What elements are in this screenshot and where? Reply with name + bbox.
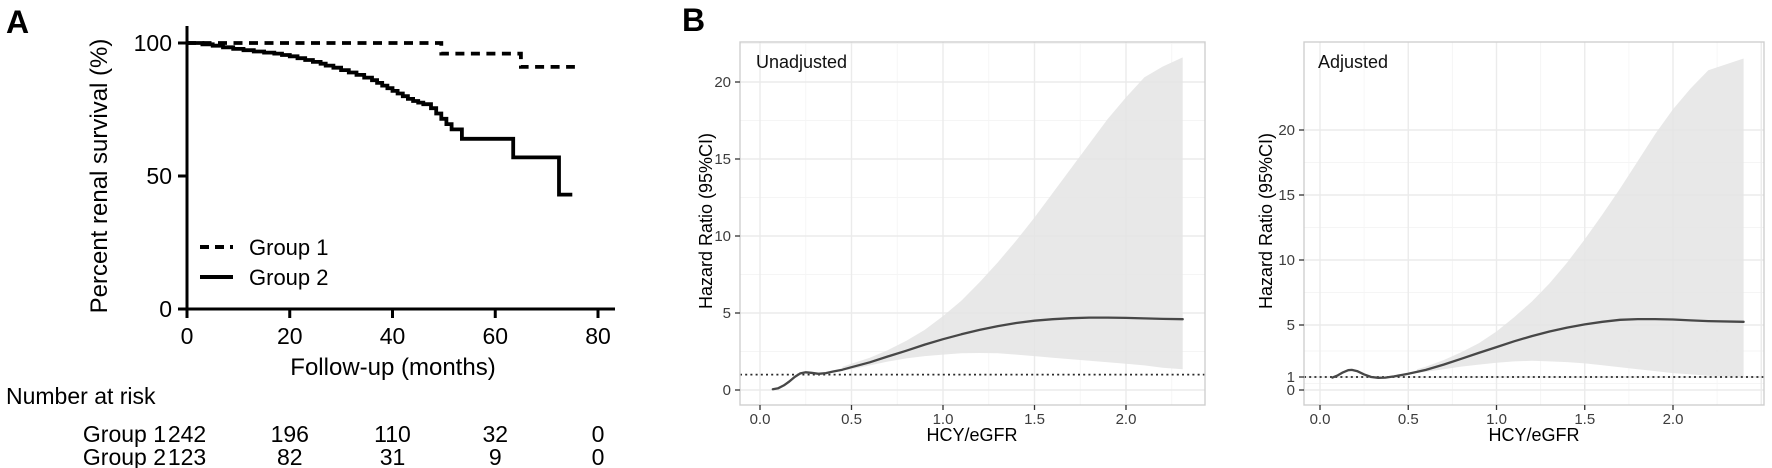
x-tick-label: 2.0	[1116, 411, 1137, 428]
y-tick-label: 0	[1287, 382, 1295, 399]
x-tick-label: 0.0	[1310, 411, 1331, 428]
x-tick-label: 0.5	[841, 411, 862, 428]
km-y-axis-title: Percent renal survival (%)	[86, 39, 113, 314]
risk-value: 32	[482, 421, 508, 447]
plot-panel-border	[739, 41, 1206, 406]
x-tick-label: 2.0	[1663, 411, 1684, 428]
risk-value: 82	[277, 444, 303, 468]
risk-row-label-group-2: Group 2	[83, 444, 166, 468]
km-survival-chart: 0 50 100 0 20 40 60 80 Percent renal survival (…	[6, 26, 615, 468]
plot-panel-border	[1303, 41, 1765, 406]
km-x-axis-title: Follow-up (months)	[290, 354, 495, 381]
km-x-tick-label: 80	[585, 323, 611, 349]
x-tick-label: 1.0	[933, 411, 954, 428]
unadjusted-annotation: Unadjusted	[756, 52, 847, 72]
unadjusted-spline-chart: 0.0 0.5 1.0 1.5 2.0 0 5 10 15 20 Unadjusted Hazar…	[696, 41, 1206, 445]
km-legend: Group 1 Group 2	[200, 235, 329, 290]
hazard-ratio-curve	[771, 316, 1184, 391]
y-tick-label: 20	[714, 74, 731, 91]
risk-value: 9	[489, 444, 502, 468]
y-tick-label: 15	[1278, 187, 1295, 204]
y-tick-label: 10	[714, 228, 731, 245]
unadjusted-x-axis-title: HCY/eGFR	[926, 425, 1017, 445]
y-tick-label: 0	[723, 382, 731, 399]
adjusted-annotation: Adjusted	[1318, 52, 1388, 72]
km-x-tick-label: 0	[181, 323, 194, 349]
confidence-band	[1417, 58, 1744, 377]
risk-value: 242	[168, 421, 206, 447]
km-curve-group-2	[187, 41, 573, 197]
x-tick-label: 1.5	[1024, 411, 1045, 428]
adjusted-y-axis-title: Hazard Ratio (95%CI)	[1256, 133, 1276, 309]
km-y-tick-label: 100	[134, 30, 172, 56]
panel-b-label: B	[682, 2, 706, 38]
adjusted-x-axis-title: HCY/eGFR	[1488, 425, 1579, 445]
risk-value: 196	[271, 421, 309, 447]
x-tick-label: 0.0	[750, 411, 771, 428]
km-x-tick-label: 20	[277, 323, 303, 349]
panel-a-label: A	[6, 4, 30, 40]
hazard-ratio-curve	[1331, 317, 1745, 379]
y-tick-label: 5	[1287, 317, 1295, 334]
legend-label-group-1: Group 1	[249, 235, 329, 260]
x-tick-label: 0.5	[1398, 411, 1419, 428]
confidence-band	[842, 57, 1183, 371]
y-tick-label: 10	[1278, 252, 1295, 269]
y-tick-label: 15	[714, 151, 731, 168]
y-tick-label: 1	[1287, 369, 1295, 386]
legend-label-group-2: Group 2	[249, 265, 329, 290]
unadjusted-y-axis-title: Hazard Ratio (95%CI)	[696, 133, 716, 309]
risk-row-label-group-1: Group 1	[83, 421, 166, 447]
km-y-tick-label: 0	[159, 296, 172, 322]
km-x-tick-label: 40	[380, 323, 406, 349]
km-curve-group-1	[187, 41, 575, 69]
risk-table-title: Number at risk	[6, 383, 156, 409]
km-x-tick-label: 60	[482, 323, 508, 349]
risk-value: 123	[168, 444, 206, 468]
x-tick-label: 1.0	[1486, 411, 1507, 428]
x-tick-label: 1.5	[1574, 411, 1595, 428]
y-tick-label: 5	[723, 305, 731, 322]
risk-value: 0	[592, 444, 605, 468]
risk-value: 110	[374, 421, 411, 447]
km-y-tick-label: 50	[146, 163, 172, 189]
risk-value: 0	[592, 421, 605, 447]
risk-value: 31	[380, 444, 406, 468]
y-tick-label: 20	[1278, 122, 1295, 139]
